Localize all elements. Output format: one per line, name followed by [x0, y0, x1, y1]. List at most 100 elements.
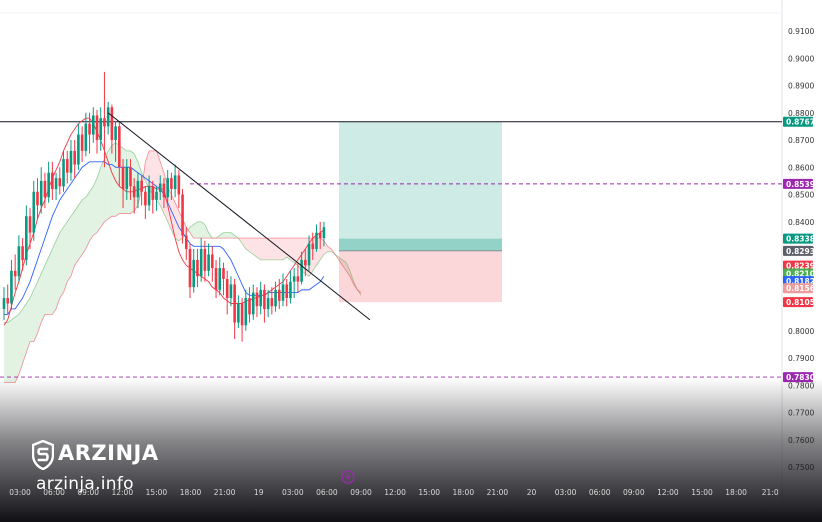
x-tick-label: 21:00 — [214, 488, 236, 497]
y-tick-label: 0.8600 — [788, 163, 814, 172]
cloud-segment — [33, 281, 38, 342]
cloud-segment — [227, 232, 231, 239]
price-tag: 0.8539 — [783, 178, 815, 189]
candle-body — [140, 180, 143, 192]
candle-body — [103, 118, 106, 127]
candle-body — [292, 276, 296, 282]
candle-body — [229, 284, 233, 299]
candle-body — [177, 175, 181, 195]
x-tick-label: 03:00 — [282, 488, 304, 497]
x-tick-label: 12:00 — [384, 488, 406, 497]
cloud-segment — [126, 150, 131, 214]
x-tick-label: 12:00 — [111, 488, 133, 497]
cloud-segment — [11, 317, 16, 383]
long-position-tool[interactable] — [339, 121, 502, 303]
x-tick-label: 03:00 — [555, 488, 577, 497]
cloud-segment — [123, 148, 127, 214]
candle-body — [136, 180, 140, 198]
price-tag: 0.8767 — [783, 116, 815, 127]
candle-body — [25, 216, 28, 260]
cloud-segment — [67, 216, 71, 282]
trendline[interactable] — [107, 112, 371, 321]
candle-body — [84, 123, 88, 151]
candle-body — [289, 281, 292, 299]
cloud-segment — [201, 221, 205, 239]
cloud-segment — [41, 265, 45, 323]
candle-body — [244, 298, 248, 326]
candle-body — [188, 249, 192, 288]
price-tag-label: 0.8156 — [786, 284, 815, 293]
candle-body — [80, 134, 84, 151]
candle-body — [69, 150, 73, 173]
cloud-segment — [100, 159, 105, 228]
candle-body — [73, 150, 76, 165]
candle-body — [99, 118, 103, 140]
cloud-segment — [283, 238, 287, 260]
price-tag: 0.8293 — [783, 245, 815, 256]
candle-body — [166, 178, 169, 198]
candle-body — [77, 134, 80, 165]
candle-body — [192, 259, 196, 288]
candle-body — [251, 292, 255, 315]
lightning-icon[interactable] — [341, 470, 355, 484]
candle-body — [222, 268, 225, 279]
y-tick-label: 0.8900 — [788, 82, 814, 91]
price-tag: 0.8156 — [783, 283, 815, 294]
candle-body — [266, 298, 270, 309]
price-tag-label: 0.8293 — [786, 247, 815, 256]
candle-body — [2, 298, 6, 309]
candle-body — [181, 194, 184, 236]
cloud-segment — [268, 238, 272, 260]
candle-body — [114, 126, 117, 140]
candle-body — [199, 249, 203, 277]
cloud-segment — [7, 319, 12, 383]
candle-body — [147, 186, 151, 206]
cloud-segment — [253, 238, 257, 258]
candle-body — [233, 284, 236, 323]
cloud-segment — [204, 224, 209, 239]
arzinja-logo-icon — [32, 440, 54, 470]
x-tick-label: 19 — [254, 488, 264, 497]
cloud-segment — [149, 150, 153, 195]
x-tick-label: 18:00 — [725, 488, 747, 497]
time-axis[interactable]: 03:00 06:00 09:00 12:00 15:00 18:00 21:00 19 03:… — [9, 488, 779, 497]
price-tags: 0.87670.85390.83380.82930.82390.82100.81… — [783, 116, 815, 383]
cloud-segment — [260, 238, 265, 260]
y-tick-label: 0.8500 — [788, 191, 814, 200]
price-tag: 0.8105 — [783, 297, 815, 308]
horizontal-lines[interactable] — [0, 121, 782, 378]
candle-body — [106, 107, 110, 127]
price-tag-bg — [783, 268, 813, 279]
price-tag-bg — [783, 260, 813, 271]
candle-body — [225, 278, 229, 299]
cloud-segment — [111, 142, 116, 217]
cloud-segment — [346, 262, 350, 277]
cloud-segment — [15, 314, 19, 383]
candle-body — [259, 289, 262, 307]
candle-body — [144, 191, 147, 206]
x-tick-label: 18:00 — [452, 488, 474, 497]
cloud-segment — [82, 197, 86, 255]
x-tick-label: 09:00 — [350, 488, 372, 497]
candle-body — [121, 167, 125, 190]
candle-body — [110, 107, 114, 140]
price-tag-bg — [783, 297, 813, 308]
cloud-segment — [89, 186, 94, 241]
cloud-segment — [97, 167, 101, 233]
candle-body — [95, 115, 99, 140]
x-tick-label: 09:00 — [77, 488, 99, 497]
price-tag-label: 0.8539 — [786, 180, 815, 189]
cloud-segment — [245, 238, 250, 252]
candle-body — [13, 270, 17, 277]
candle-body — [281, 284, 285, 301]
price-tag-label: 0.8239 — [786, 262, 815, 271]
price-tag-bg — [783, 245, 813, 256]
candle-body — [270, 298, 274, 307]
candle-body — [277, 289, 281, 301]
current-profit-zone — [339, 238, 502, 251]
cloud-segment — [48, 249, 53, 315]
price-tag-label: 0.8767 — [786, 118, 815, 127]
cloud-segment — [197, 221, 202, 239]
cloud-segment — [52, 240, 57, 315]
